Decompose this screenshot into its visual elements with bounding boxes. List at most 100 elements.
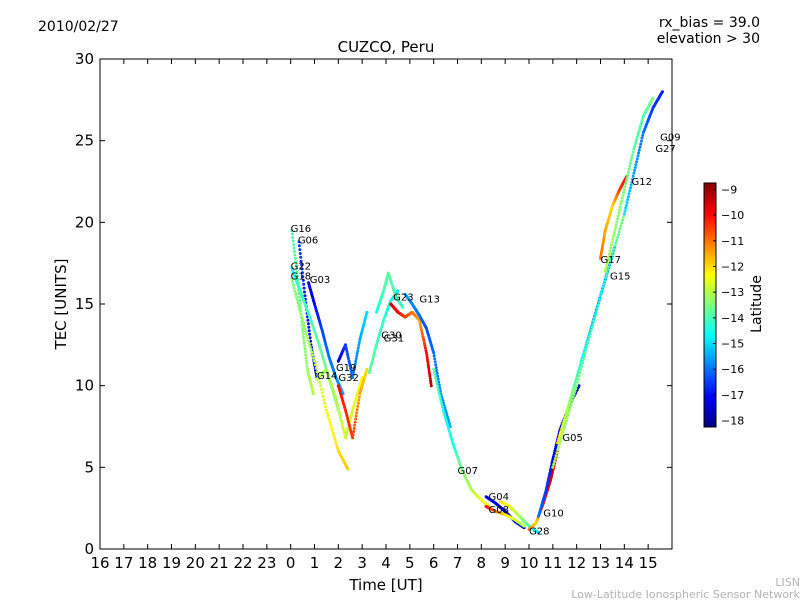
- data-point: [356, 401, 360, 405]
- data-point: [602, 282, 606, 286]
- data-point: [611, 237, 615, 241]
- data-point: [432, 354, 436, 358]
- data-point: [607, 255, 611, 259]
- data-point: [303, 350, 307, 354]
- data-point: [355, 394, 359, 398]
- data-point: [442, 411, 446, 414]
- data-point: [311, 392, 315, 396]
- colorbar-tick-label: −13: [721, 286, 744, 299]
- data-point: [558, 434, 562, 438]
- data-point: [617, 211, 621, 215]
- data-point: [547, 476, 551, 480]
- data-point: [613, 229, 617, 232]
- prn-label: G22: [291, 262, 311, 273]
- data-point: [303, 344, 307, 348]
- data-point: [429, 381, 433, 385]
- data-point: [622, 215, 625, 219]
- data-point: [312, 356, 316, 360]
- data-point: [321, 355, 325, 358]
- prn-label: G13: [419, 294, 439, 305]
- data-point: [547, 474, 551, 477]
- colorbar-tick-label: −16: [721, 363, 744, 376]
- x-tick-label: 10: [519, 554, 538, 572]
- data-point: [624, 179, 628, 183]
- prn-label: G30: [381, 330, 401, 341]
- data-point: [637, 128, 641, 132]
- data-point: [651, 96, 655, 100]
- data-point: [576, 380, 579, 384]
- data-point: [300, 267, 304, 271]
- data-point: [302, 282, 306, 286]
- data-point: [301, 321, 305, 325]
- colorbar-tick-label: −18: [721, 415, 744, 428]
- data-point: [307, 325, 311, 329]
- data-point: [349, 366, 353, 370]
- data-point: [365, 367, 369, 371]
- data-point: [419, 328, 423, 332]
- y-tick-label: 15: [75, 295, 94, 313]
- data-point: [321, 394, 325, 398]
- data-point: [290, 232, 294, 236]
- data-point: [336, 446, 339, 450]
- data-point: [635, 157, 639, 161]
- data-point: [310, 350, 314, 354]
- data-point: [603, 269, 607, 273]
- colorbar-tick-label: −11: [721, 235, 744, 248]
- data-point: [544, 490, 548, 494]
- x-tick-label: 2: [334, 554, 344, 572]
- data-point: [633, 142, 637, 146]
- data-point: [599, 291, 603, 295]
- data-point: [356, 346, 360, 350]
- data-point: [315, 370, 319, 374]
- data-point: [319, 350, 323, 354]
- data-point: [605, 264, 609, 267]
- y-tick-label: 25: [75, 132, 94, 150]
- data-point: [297, 244, 301, 248]
- colorbar-tick-label: −12: [721, 260, 744, 273]
- prn-label: G32: [338, 373, 358, 384]
- data-point: [308, 345, 312, 349]
- data-point: [624, 206, 628, 210]
- data-point: [601, 285, 605, 289]
- data-point: [351, 436, 355, 440]
- data-point: [347, 359, 351, 363]
- series-G16: [290, 229, 315, 396]
- data-point: [351, 373, 355, 377]
- data-point: [360, 378, 363, 382]
- data-point: [320, 391, 324, 395]
- prn-label: G14: [317, 371, 337, 382]
- data-point: [608, 262, 612, 266]
- x-tick-label: 3: [357, 554, 367, 572]
- data-point: [313, 359, 316, 363]
- data-point: [625, 176, 629, 180]
- data-point: [292, 246, 296, 250]
- data-point: [623, 185, 627, 189]
- data-point: [323, 364, 327, 368]
- data-point: [434, 363, 438, 367]
- series-G23: [389, 302, 433, 388]
- data-point: [624, 203, 628, 207]
- footer-network: Low-Latitude Ionospheric Sensor Network: [571, 588, 800, 600]
- data-point: [344, 345, 348, 349]
- prn-label: G08: [488, 505, 508, 516]
- prn-label: G28: [529, 526, 549, 537]
- data-point: [537, 531, 540, 535]
- data-point: [589, 329, 593, 332]
- data-point: [432, 370, 436, 374]
- data-point: [448, 422, 452, 426]
- data-point: [295, 271, 299, 274]
- data-point: [595, 306, 599, 310]
- data-point: [303, 294, 307, 298]
- data-point: [639, 121, 643, 125]
- data-point: [572, 385, 576, 389]
- data-point: [433, 357, 437, 361]
- data-point: [638, 126, 642, 130]
- series-G13: [403, 292, 452, 428]
- prn-label: G10: [543, 508, 563, 519]
- data-point: [427, 365, 431, 369]
- data-point: [293, 289, 297, 293]
- data-point: [299, 313, 303, 316]
- x-tick-label: 16: [90, 554, 109, 572]
- data-point: [319, 384, 322, 388]
- data-point: [422, 339, 426, 343]
